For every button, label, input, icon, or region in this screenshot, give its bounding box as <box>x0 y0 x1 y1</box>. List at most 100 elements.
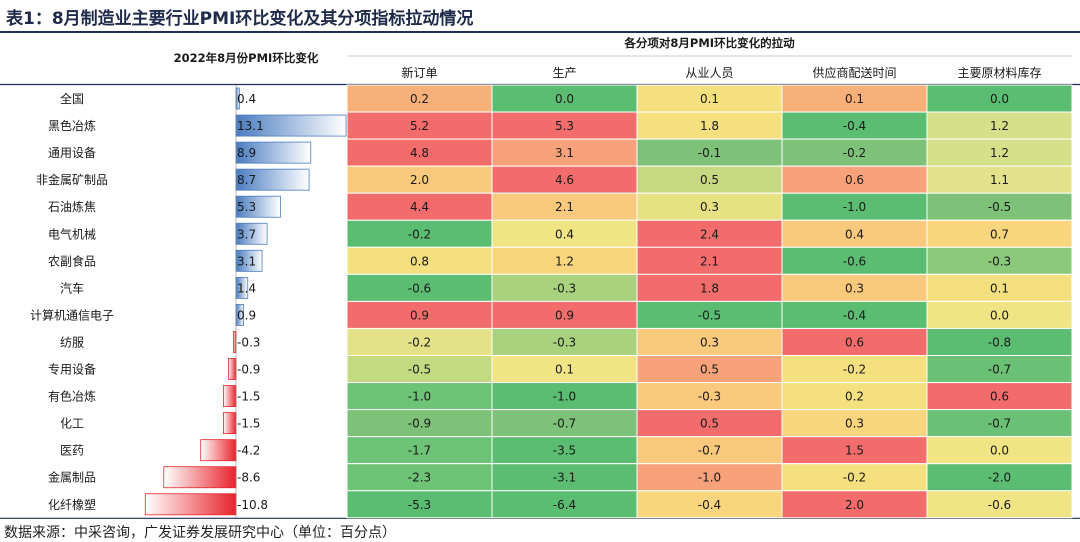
pmi-value: -1.5 <box>237 417 260 431</box>
cell-value: -0.3 <box>553 281 576 295</box>
heat-cell <box>491 300 638 329</box>
heat-cell <box>926 382 1073 411</box>
cell-value: -0.5 <box>698 308 721 322</box>
cell-value: -0.8 <box>988 335 1011 349</box>
pmi-bar <box>222 385 237 407</box>
heat-cell <box>926 300 1073 329</box>
cell-value: -0.2 <box>843 146 866 160</box>
industry-label: 化工 <box>60 417 84 431</box>
cell-value: -0.1 <box>698 146 721 160</box>
cell-value: 0.6 <box>990 390 1009 404</box>
left-header: 2022年8月份PMI环比变化 <box>174 51 319 65</box>
heat-cell <box>491 327 638 357</box>
pmi-bar <box>233 331 237 353</box>
heat-cell <box>781 273 928 302</box>
cell-value: 3.1 <box>555 146 574 160</box>
cell-value: 0.4 <box>555 227 574 241</box>
cell-value: -0.6 <box>988 498 1011 512</box>
cell-value: 1.2 <box>555 254 574 268</box>
heat-cell <box>636 84 783 113</box>
cell-value: -0.2 <box>843 471 866 485</box>
cell-value: -0.5 <box>408 363 431 377</box>
heat-cell <box>926 355 1073 384</box>
cell-value: -0.5 <box>988 200 1011 214</box>
heat-cell <box>781 436 928 465</box>
cell-value: 2.1 <box>700 254 719 268</box>
heat-cell <box>926 138 1073 167</box>
cell-value: 0.4 <box>845 227 864 241</box>
pmi-value: 1.4 <box>237 281 256 295</box>
heat-cell <box>346 436 493 465</box>
industry-label: 通用设备 <box>48 146 96 160</box>
cell-value: -0.3 <box>698 390 721 404</box>
cell-value: -0.7 <box>553 417 576 431</box>
cell-value: -0.7 <box>988 363 1011 377</box>
heat-cell <box>926 490 1073 519</box>
cell-value: 0.0 <box>555 92 574 106</box>
industry-label: 计算机通信电子 <box>30 307 114 322</box>
cell-value: 1.2 <box>990 146 1009 160</box>
heat-cell <box>781 490 928 519</box>
industry-label: 黑色冶炼 <box>48 118 96 133</box>
cell-value: 0.0 <box>990 92 1009 106</box>
cell-value: -0.9 <box>408 417 431 431</box>
column-header: 生产 <box>552 66 576 80</box>
cell-value: -0.6 <box>843 254 866 268</box>
cell-value: -1.0 <box>698 471 721 485</box>
cell-value: -2.3 <box>408 471 431 485</box>
pmi-bar <box>200 439 237 462</box>
pmi-value: 0.9 <box>237 308 256 322</box>
heat-cell <box>346 138 493 167</box>
heat-cell <box>636 165 783 194</box>
heat-cell <box>636 490 783 519</box>
cell-value: -0.2 <box>408 227 431 241</box>
group-header: 各分项对8月PMI环比变化的拉动 <box>623 36 795 50</box>
heat-cell <box>636 355 783 384</box>
column-header: 供应商配送时间 <box>812 65 896 80</box>
cell-value: -0.2 <box>408 335 431 349</box>
industry-label: 专用设备 <box>48 362 96 377</box>
source-note: 数据来源：中采咨询，广发证券发展研究中心（单位：百分点） <box>4 525 396 541</box>
pmi-value: -1.5 <box>237 390 260 404</box>
heat-cell <box>781 111 928 140</box>
cell-value: -0.3 <box>988 254 1011 268</box>
cell-value: 4.8 <box>410 146 429 160</box>
heat-cell <box>491 192 638 221</box>
cell-value: 2.4 <box>700 227 719 241</box>
cell-value: 2.0 <box>845 498 864 512</box>
pmi-value: -0.3 <box>237 335 260 349</box>
pmi-value: 0.4 <box>237 92 256 106</box>
cell-value: 0.7 <box>990 227 1009 241</box>
cell-value: 4.4 <box>410 200 429 214</box>
heat-cell <box>346 463 493 492</box>
heat-cell <box>926 463 1073 492</box>
industry-label: 金属制品 <box>48 470 96 485</box>
heat-cell <box>926 111 1073 140</box>
heat-cell <box>636 463 783 492</box>
cell-value: 5.2 <box>410 119 429 133</box>
cell-value: 0.0 <box>990 308 1009 322</box>
heat-cell <box>636 273 783 302</box>
cell-value: -0.4 <box>843 119 866 133</box>
cell-value: -3.5 <box>553 444 576 458</box>
heat-cell <box>491 165 638 194</box>
cell-value: -1.0 <box>408 390 431 404</box>
industry-label: 电气机械 <box>48 226 96 241</box>
cell-value: 1.5 <box>845 444 864 458</box>
pmi-bar <box>144 493 237 516</box>
cell-value: -3.1 <box>553 471 576 485</box>
pmi-value: -0.9 <box>237 363 260 377</box>
heat-cell <box>636 327 783 357</box>
cell-value: 0.5 <box>700 173 719 187</box>
column-header: 从业人员 <box>685 66 733 80</box>
pmi-value: 8.7 <box>237 173 256 187</box>
cell-value: -0.2 <box>843 363 866 377</box>
industry-label: 石油炼焦 <box>48 199 96 214</box>
heat-cell <box>491 355 638 384</box>
title-rule <box>0 31 1080 33</box>
cell-value: 1.8 <box>700 119 719 133</box>
industry-label: 医药 <box>60 444 84 458</box>
cell-value: 0.3 <box>700 200 719 214</box>
heat-cell <box>926 246 1073 275</box>
industry-label: 农副食品 <box>48 253 96 268</box>
